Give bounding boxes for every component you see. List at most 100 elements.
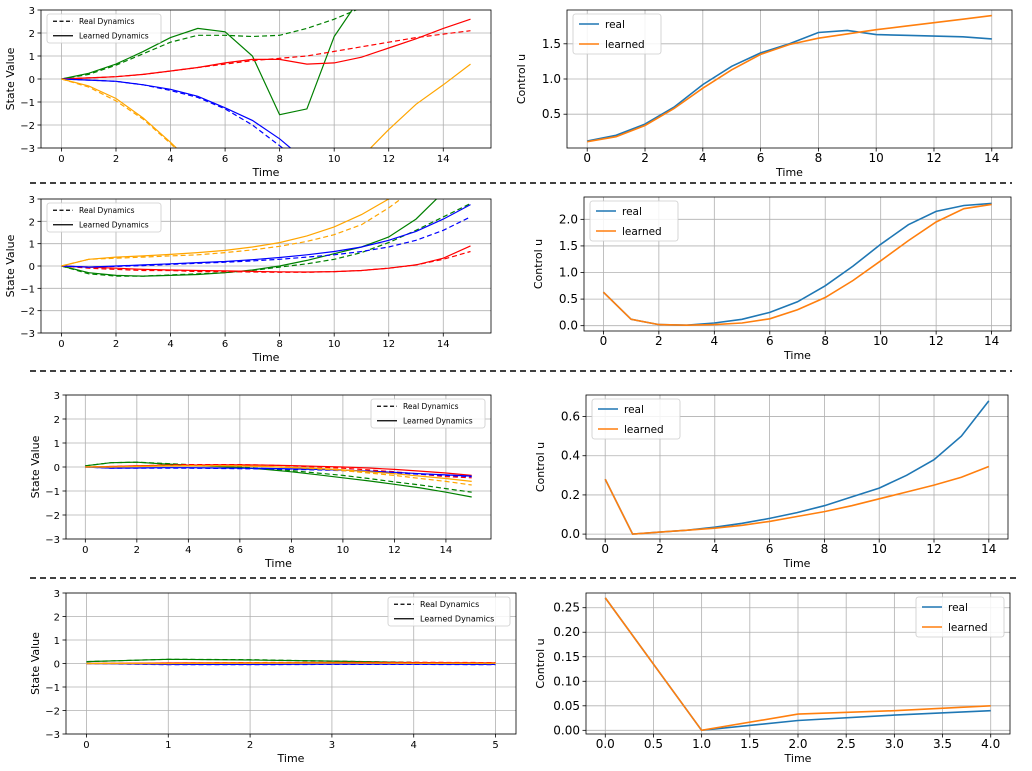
x-tick-label: 8 <box>288 545 294 556</box>
legend-label: Learned Dynamics <box>79 220 149 229</box>
series-line <box>61 18 471 80</box>
legend-box <box>46 13 162 44</box>
y-tick-label: 1.5 <box>542 37 561 51</box>
y-axis-label: Control u <box>534 638 547 688</box>
x-tick-label: 2 <box>656 542 664 556</box>
x-tick-label: 0.0 <box>596 737 615 751</box>
y-tick-label: 0.15 <box>553 650 580 664</box>
y-tick-label: 0.00 <box>553 723 580 737</box>
y-tick-label: −1 <box>45 487 60 498</box>
legend-label: learned <box>622 226 662 238</box>
series-line <box>85 466 472 477</box>
y-tick-label: 0.5 <box>542 107 561 121</box>
y-tick-label: 3 <box>29 195 35 206</box>
legend-label: learned <box>948 622 988 634</box>
x-tick-label: 4 <box>167 154 173 165</box>
legend-label: learned <box>624 424 664 436</box>
y-tick-label: 1 <box>54 636 60 647</box>
y-tick-label: 1.0 <box>559 266 578 280</box>
x-axis-label: Time <box>783 557 811 570</box>
y-axis-label: Control u <box>534 442 547 492</box>
x-tick-label: 1 <box>165 740 171 751</box>
x-tick-label: 5 <box>492 740 498 751</box>
x-tick-label: 2.5 <box>837 737 856 751</box>
x-tick-label: 2 <box>113 154 119 165</box>
y-tick-label: 0.5 <box>559 292 578 306</box>
series-line <box>61 63 471 148</box>
series-line <box>61 78 284 148</box>
tick-labels: 0 2 4 6 8 10 12 14 0.5 1.0 1.5 <box>542 37 1000 165</box>
x-tick-label: 4 <box>167 339 173 350</box>
series-line <box>61 10 353 116</box>
x-tick-label: 0 <box>583 151 591 165</box>
x-tick-label: 3 <box>329 740 335 751</box>
x-tick-label: 8 <box>821 334 829 348</box>
series-line <box>587 14 992 143</box>
series-line <box>61 78 176 148</box>
series-line <box>86 662 496 665</box>
y-tick-label: 2 <box>54 613 60 624</box>
legend-label: real <box>622 206 642 218</box>
legend-label: Real Dynamics <box>420 600 479 609</box>
legend: Real Dynamics Learned Dynamics <box>387 596 511 627</box>
y-axis-label: State Value <box>29 632 42 695</box>
chart-row4-state: 0 1 2 3 4 5 −3 −2 −1 0 1 2 3 Time State Value Real Dyna… <box>29 589 517 765</box>
x-tick-label: 4 <box>411 740 417 751</box>
legend-label: real <box>605 19 625 31</box>
x-tick-label: 6 <box>222 154 228 165</box>
x-tick-label: 12 <box>382 339 395 350</box>
series-group <box>587 14 992 143</box>
x-tick-label: 10 <box>872 542 887 556</box>
legend-label: Real Dynamics <box>79 17 135 26</box>
x-tick-label: 0 <box>83 740 89 751</box>
tick-labels: 0 2 4 6 8 10 12 14 0.0 0.2 0.4 0.6 <box>561 410 997 556</box>
x-tick-label: 14 <box>437 339 450 350</box>
x-tick-label: 6 <box>766 334 774 348</box>
y-tick-label: 1 <box>54 439 60 450</box>
x-tick-label: 14 <box>984 151 999 165</box>
x-tick-label: 8 <box>821 542 829 556</box>
y-tick-label: 1.0 <box>542 72 561 86</box>
x-tick-label: 3.5 <box>933 737 952 751</box>
separator-lines <box>30 182 1018 579</box>
x-tick-label: 0 <box>601 542 609 556</box>
y-axis-label: State Value <box>4 234 17 297</box>
legend: Real Dynamics Learned Dynamics <box>46 202 162 233</box>
x-tick-label: 6 <box>237 545 243 556</box>
y-tick-label: 0 <box>54 660 60 671</box>
legend: real learned <box>589 200 679 242</box>
y-tick-label: 2 <box>54 415 60 426</box>
y-tick-label: −1 <box>20 284 35 295</box>
x-tick-label: 10 <box>337 545 350 556</box>
x-tick-label: 10 <box>328 154 341 165</box>
x-tick-label: 6 <box>766 542 774 556</box>
x-tick-label: 6 <box>222 339 228 350</box>
tick-labels: 0 1 2 3 4 5 −3 −2 −1 0 1 2 3 <box>45 589 498 751</box>
y-tick-label: 2 <box>29 29 35 40</box>
x-tick-label: 4.0 <box>981 737 1000 751</box>
series-line <box>86 662 496 666</box>
series-group <box>61 10 471 148</box>
legend-label: learned <box>605 39 645 51</box>
legend: Real Dynamics Learned Dynamics <box>370 398 486 429</box>
x-axis-label: Time <box>252 166 280 179</box>
series-line <box>61 204 471 268</box>
y-tick-label: 1 <box>29 240 35 251</box>
x-tick-label: 12 <box>388 545 401 556</box>
x-tick-label: 8 <box>815 151 823 165</box>
x-tick-label: 2.0 <box>788 737 807 751</box>
y-tick-label: −3 <box>45 730 60 741</box>
series-line <box>85 461 472 498</box>
legend: Real Dynamics Learned Dynamics <box>46 13 162 44</box>
y-tick-label: 1.5 <box>559 239 578 253</box>
x-tick-label: 0.5 <box>644 737 663 751</box>
chart-row1-control: 0 2 4 6 8 10 12 14 0.5 1.0 1.5 Time Control u real lea… <box>515 9 1013 179</box>
x-tick-label: 2 <box>134 545 140 556</box>
x-tick-label: 12 <box>928 334 943 348</box>
y-tick-label: 3 <box>29 6 35 17</box>
x-tick-label: 0 <box>58 339 64 350</box>
